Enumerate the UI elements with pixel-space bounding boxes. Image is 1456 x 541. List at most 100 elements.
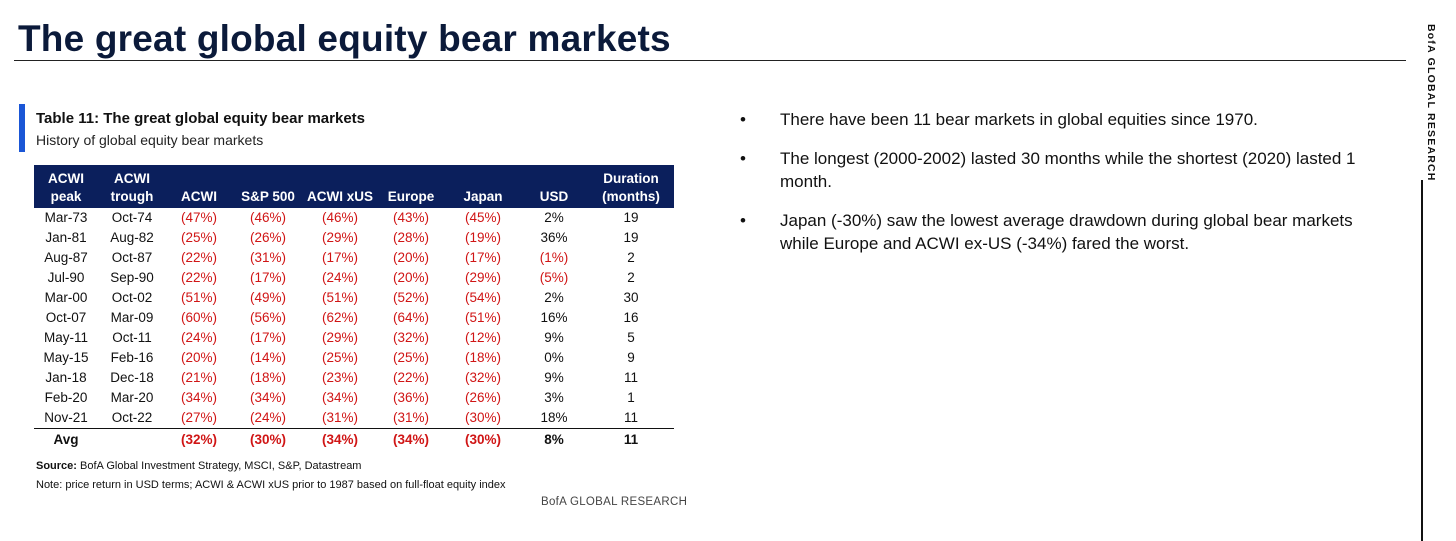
table-cell: Oct-22 [111, 410, 153, 425]
table-cell: (17%) [321, 250, 358, 265]
table-cell: 36% [540, 230, 568, 245]
title-divider [14, 60, 1406, 61]
table-cell: 2 [627, 270, 635, 285]
table-cell: (20%) [392, 250, 429, 265]
table-cell: 19 [623, 210, 639, 225]
table-cell: (12%) [464, 330, 501, 345]
table-cell: (51%) [464, 310, 501, 325]
table-cell: (25%) [392, 350, 429, 365]
table-cell: Aug-87 [44, 250, 88, 265]
table-cell: 1 [627, 390, 635, 405]
column-header-line2: Europe [387, 189, 435, 204]
bullet-item: • There have been 11 bear markets in glob… [740, 108, 1380, 131]
table-row: Feb-20 Mar-20 (34%) (34%) (34%) (36%) (26%) 3% 1 [34, 388, 674, 408]
table-cell: Nov-21 [44, 410, 88, 425]
table-cell: (60%) [180, 310, 217, 325]
bullet-text: There have been 11 bear markets in globa… [780, 110, 1258, 129]
table-cell: (25%) [321, 350, 358, 365]
table-cell: May-11 [43, 330, 88, 345]
table-cell: 2 [627, 250, 635, 265]
table-cell: (49%) [249, 290, 286, 305]
table-cell: (24%) [180, 330, 217, 345]
table-cell: Sep-90 [110, 270, 154, 285]
table-cell: Feb-16 [110, 350, 154, 365]
table-cell: Jul-90 [47, 270, 85, 285]
column-header: USD [520, 165, 588, 208]
table-cell: (31%) [392, 410, 429, 425]
column-header-line1: ACWI [48, 171, 84, 186]
table-cell: 0% [544, 350, 564, 365]
bullet-item: • Japan (-30%) saw the lowest average dra… [740, 209, 1380, 255]
table-source: Source: BofA Global Investment Strategy,… [36, 460, 361, 472]
table-cell: (46%) [321, 210, 358, 225]
table-cell: (62%) [321, 310, 358, 325]
table-avg-row: Avg (32%) (30%) (34%) (34%) (30%) 8% 11 [34, 428, 674, 450]
table-row: Nov-21 Oct-22 (27%) (24%) (31%) (31%) (30%) 18%… [34, 408, 674, 429]
table-cell: (1%) [539, 250, 569, 265]
table-cell: Oct-07 [45, 310, 87, 325]
table-cell: (30%) [464, 410, 501, 425]
table-cell: (30%) [446, 428, 520, 450]
table-cell: (43%) [392, 210, 429, 225]
table-cell: (34%) [321, 390, 358, 405]
table-cell: 30 [623, 290, 639, 305]
table-cell: Feb-20 [44, 390, 88, 405]
table-cell: (32%) [464, 370, 501, 385]
table-row: Jan-81 Aug-82 (25%) (26%) (29%) (28%) (19%) 36%… [34, 228, 674, 248]
table-cell: (34%) [376, 428, 446, 450]
column-header-line1 [234, 170, 302, 188]
table-row: Jan-18 Dec-18 (21%) (18%) (23%) (22%) (32%) 9% 1… [34, 368, 674, 388]
table-cell: 2% [544, 210, 564, 225]
table-cell: (27%) [180, 410, 217, 425]
table-cell: (19%) [464, 230, 501, 245]
table-cell: Mar-73 [44, 210, 88, 225]
table-cell: Oct-74 [111, 210, 153, 225]
table-row: Mar-00 Oct-02 (51%) (49%) (51%) (52%) (54%) 2% 3… [34, 288, 674, 308]
table-cell: (32%) [392, 330, 429, 345]
table-cell: (64%) [392, 310, 429, 325]
table-cell: Mar-00 [44, 290, 88, 305]
column-header-line2: Japan [463, 189, 503, 204]
table-cell [98, 428, 166, 450]
table-cell: (26%) [249, 230, 286, 245]
table-cell: (22%) [180, 250, 217, 265]
table-subtitle: History of global equity bear markets [36, 132, 264, 148]
table-row: Aug-87 Oct-87 (22%) (31%) (17%) (20%) (17%) (1%… [34, 248, 674, 268]
table-cell: 19 [623, 230, 639, 245]
bullet-dot-icon: • [740, 149, 746, 168]
table-cell: 16 [623, 310, 639, 325]
table-cell: (22%) [180, 270, 217, 285]
table-cell: Mar-09 [110, 310, 154, 325]
table-cell: (17%) [249, 270, 286, 285]
table-cell: (29%) [464, 270, 501, 285]
table-cell: Oct-02 [111, 290, 153, 305]
column-header-line1: Duration [603, 171, 659, 186]
table-cell: (17%) [464, 250, 501, 265]
table-cell: 9% [544, 330, 564, 345]
table-cell: (26%) [464, 390, 501, 405]
table-cell: (31%) [321, 410, 358, 425]
table-cell: (21%) [180, 370, 217, 385]
table-note: Note: price return in USD terms; ACWI & … [36, 479, 506, 491]
table-cell: (30%) [232, 428, 304, 450]
table-cell: 18% [540, 410, 568, 425]
bullet-dot-icon: • [740, 110, 746, 129]
bullet-list: • There have been 11 bear markets in glob… [740, 108, 1380, 271]
side-brand-label: BofA GLOBAL RESEARCH [1425, 24, 1437, 182]
column-header-line2: trough [110, 189, 154, 204]
column-header-line1 [448, 170, 518, 188]
table-cell: (20%) [180, 350, 217, 365]
column-header: ACWI trough [98, 165, 166, 208]
page-title: The great global equity bear markets [18, 18, 671, 59]
table-cell: 11 [588, 428, 674, 450]
column-header-line2: ACWI xUS [306, 189, 373, 204]
table-cell: (22%) [392, 370, 429, 385]
table-cell: 5 [627, 330, 635, 345]
table-cell: (5%) [539, 270, 569, 285]
table-cell: Aug-82 [110, 230, 154, 245]
table-cell: (46%) [249, 210, 286, 225]
table-cell: Dec-18 [110, 370, 154, 385]
source-label: Source: [36, 460, 77, 472]
bullet-text: Japan (-30%) saw the lowest average draw… [780, 211, 1353, 253]
table-cell: (47%) [180, 210, 217, 225]
